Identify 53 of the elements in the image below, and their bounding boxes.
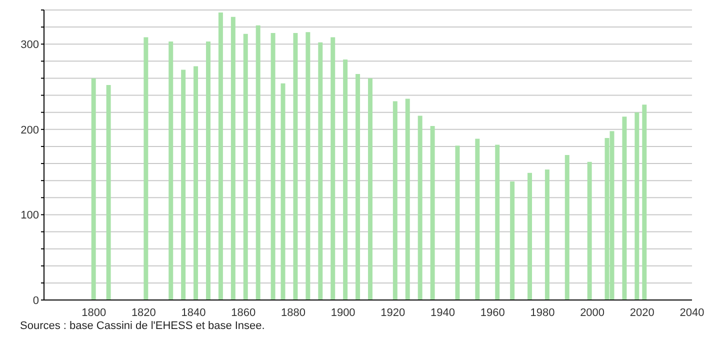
- bar: [368, 78, 372, 300]
- bar: [270, 33, 276, 300]
- source-note: Sources : base Cassini de l'EHESS et base Insee.: [20, 320, 265, 332]
- x-tick-label: 1860: [231, 306, 256, 319]
- x-tick-label: 1940: [430, 306, 456, 319]
- bar: [181, 70, 186, 300]
- x-tick-label: 1800: [82, 306, 106, 319]
- bar: [634, 112, 640, 300]
- x-tick-label: 2000: [580, 306, 605, 319]
- bar: [587, 162, 592, 300]
- x-tick-label: 1900: [330, 306, 356, 319]
- x-tick-label: 1880: [280, 306, 306, 319]
- bar: [330, 37, 336, 300]
- x-tick-label: 1920: [380, 306, 406, 319]
- bar: [642, 104, 647, 300]
- bar: [622, 116, 627, 300]
- bar: [356, 74, 360, 300]
- bar: [544, 170, 550, 300]
- bar: [206, 42, 210, 300]
- bar: [405, 98, 410, 300]
- bar: [455, 146, 460, 300]
- bar: [418, 116, 422, 300]
- bar: [243, 34, 248, 300]
- x-tick-label: 1840: [181, 306, 206, 319]
- bar: [475, 138, 480, 300]
- x-tick-label: 1960: [480, 306, 505, 319]
- bar: [495, 144, 500, 300]
- bar: [280, 83, 286, 300]
- bar: [91, 78, 96, 300]
- bar: [528, 172, 532, 300]
- bar: [318, 42, 323, 300]
- bar: [306, 32, 310, 300]
- bar: [230, 16, 236, 300]
- x-tick-label: 1980: [530, 306, 555, 319]
- bar: [392, 101, 398, 300]
- x-tick-label: 2020: [630, 306, 654, 319]
- bar: [256, 25, 260, 300]
- bar: [430, 126, 435, 300]
- bar: [564, 155, 570, 300]
- y-tick-label: 100: [20, 210, 39, 222]
- bar: [343, 59, 348, 300]
- y-tick-label: 200: [20, 124, 39, 136]
- x-tick-label: 2040: [680, 306, 704, 319]
- y-tick-label: 300: [20, 39, 39, 52]
- x-tick-label: 1820: [131, 306, 156, 319]
- bar: [106, 85, 111, 300]
- bar: [194, 66, 198, 300]
- y-tick-label: 0: [32, 294, 39, 307]
- bar: [168, 42, 174, 300]
- bar: [144, 37, 148, 300]
- bar: [510, 181, 515, 300]
- bar: [293, 33, 298, 300]
- bar: [218, 12, 223, 300]
